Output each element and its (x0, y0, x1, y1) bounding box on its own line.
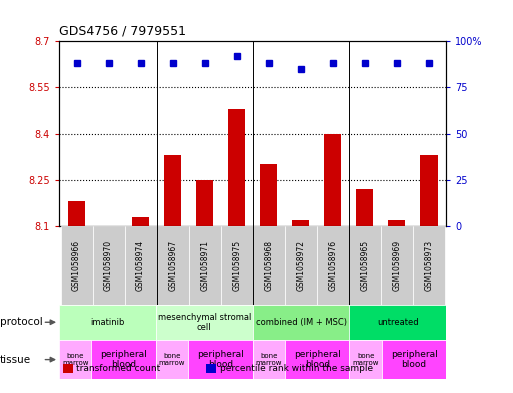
Text: peripheral
blood: peripheral blood (197, 350, 244, 369)
Bar (221, 226, 252, 305)
Text: GSM1058970: GSM1058970 (104, 240, 113, 291)
Text: percentile rank within the sample: percentile rank within the sample (220, 364, 373, 373)
Bar (285, 226, 317, 305)
Bar (356, 189, 373, 226)
Bar (59, 340, 91, 379)
Bar (63, 364, 72, 373)
Text: GSM1058972: GSM1058972 (296, 240, 305, 291)
Bar (292, 220, 309, 226)
Bar (206, 364, 216, 373)
Bar (252, 305, 349, 340)
Text: peripheral
blood: peripheral blood (294, 350, 341, 369)
Bar (188, 340, 252, 379)
Bar (68, 201, 85, 226)
Bar (252, 226, 285, 305)
Text: imatinib: imatinib (90, 318, 125, 327)
Text: bone
marrow: bone marrow (255, 353, 282, 366)
Bar (317, 226, 349, 305)
Text: GSM1058971: GSM1058971 (200, 240, 209, 291)
Bar (349, 305, 446, 340)
Text: GSM1058969: GSM1058969 (392, 240, 401, 291)
Bar (156, 340, 188, 379)
Bar (196, 180, 213, 226)
Bar (382, 340, 446, 379)
Bar (252, 340, 285, 379)
Bar (228, 109, 245, 226)
Bar (420, 155, 438, 226)
Bar (349, 226, 381, 305)
Text: GSM1058965: GSM1058965 (360, 240, 369, 291)
Bar (381, 226, 412, 305)
Text: transformed count: transformed count (76, 364, 161, 373)
Text: peripheral
blood: peripheral blood (100, 350, 147, 369)
Bar (349, 340, 382, 379)
Bar (59, 305, 156, 340)
Bar (61, 226, 93, 305)
Text: combined (IM + MSC): combined (IM + MSC) (255, 318, 347, 327)
Bar (125, 226, 156, 305)
Text: protocol: protocol (0, 317, 43, 327)
Text: GSM1058966: GSM1058966 (72, 240, 81, 291)
Text: GSM1058974: GSM1058974 (136, 240, 145, 291)
Text: GSM1058976: GSM1058976 (328, 240, 337, 291)
Text: tissue: tissue (0, 354, 31, 365)
Bar (156, 305, 252, 340)
Bar (156, 226, 189, 305)
Bar (91, 340, 156, 379)
Bar (324, 134, 342, 226)
Bar (164, 155, 182, 226)
Text: GDS4756 / 7979551: GDS4756 / 7979551 (59, 24, 186, 37)
Text: GSM1058975: GSM1058975 (232, 240, 241, 291)
Bar (132, 217, 149, 226)
Text: bone
marrow: bone marrow (62, 353, 88, 366)
Bar (93, 226, 125, 305)
Bar (285, 340, 349, 379)
Text: GSM1058968: GSM1058968 (264, 240, 273, 291)
Text: bone
marrow: bone marrow (159, 353, 185, 366)
Text: GSM1058973: GSM1058973 (424, 240, 433, 291)
Bar (189, 226, 221, 305)
Text: bone
marrow: bone marrow (352, 353, 379, 366)
Text: mesenchymal stromal
cell: mesenchymal stromal cell (157, 312, 251, 332)
Text: peripheral
blood: peripheral blood (391, 350, 438, 369)
Text: GSM1058967: GSM1058967 (168, 240, 177, 291)
Bar (260, 164, 278, 226)
Text: untreated: untreated (377, 318, 419, 327)
Bar (388, 220, 405, 226)
Bar (412, 226, 445, 305)
